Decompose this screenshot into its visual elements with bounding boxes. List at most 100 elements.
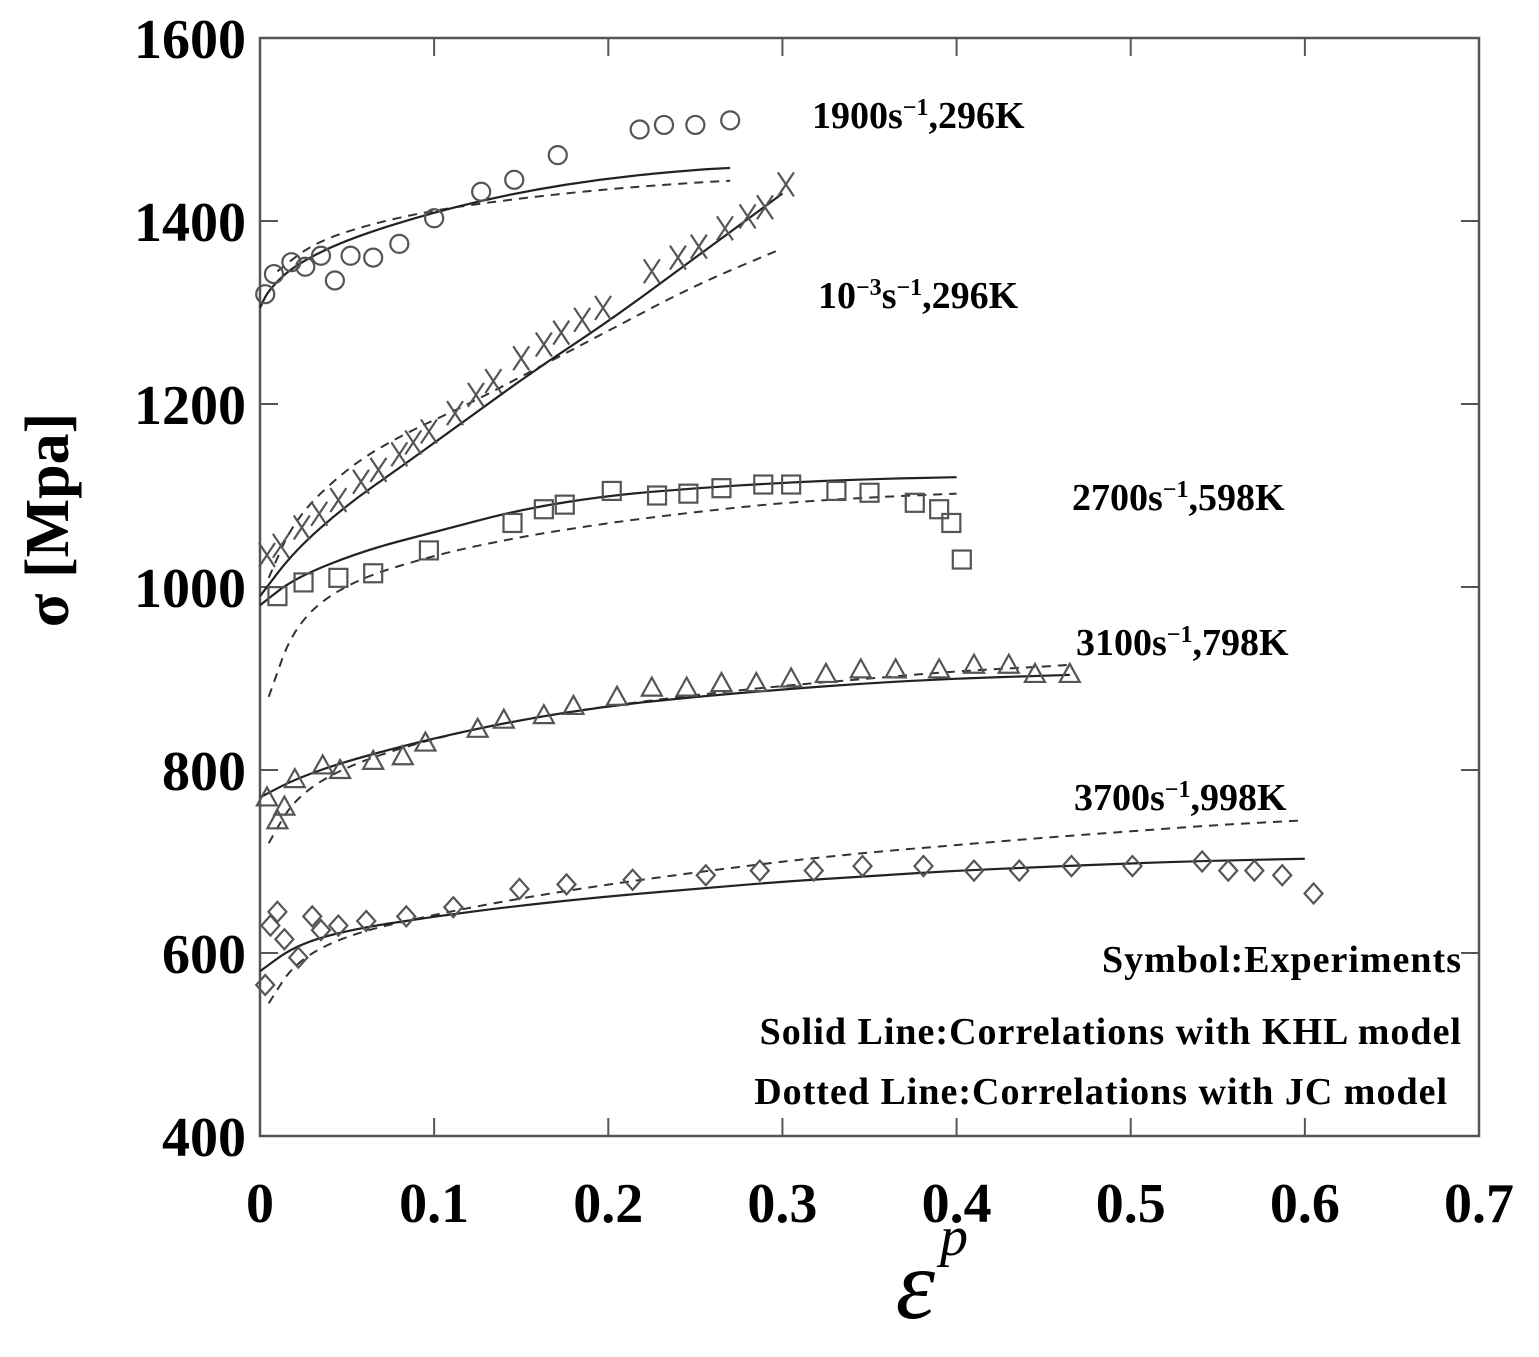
experiment-point-diamond — [355, 909, 377, 933]
experiment-point-cross — [642, 258, 661, 284]
series-3 — [255, 652, 1082, 844]
experiment-point-cross — [404, 429, 423, 456]
experiment-point-diamond — [1271, 863, 1293, 887]
experiment-point-triangle — [605, 684, 629, 706]
experiment-point-circle — [653, 114, 675, 136]
experiment-point-triangle — [255, 785, 279, 807]
x-tick-label: 0.1 — [399, 1173, 469, 1235]
experiment-point-triangle — [328, 757, 352, 780]
experiment-point-triangle — [779, 666, 804, 688]
legend: Symbol:Experiments Solid Line:Correlatio… — [754, 939, 1462, 1113]
experiment-point-diamond — [273, 927, 295, 951]
experiment-point-diamond — [749, 859, 771, 883]
experiment-point-triangle — [272, 794, 297, 816]
series-layer — [254, 110, 1325, 1004]
experiment-point-cross — [534, 331, 553, 358]
series-2 — [259, 474, 972, 698]
experiment-point-diamond — [1191, 849, 1213, 874]
experiment-point-triangle — [848, 657, 873, 679]
experiment-point-diamond — [622, 868, 644, 892]
x-axis-title-superscript: p — [936, 1206, 968, 1268]
x-tick-label: 0 — [246, 1173, 274, 1235]
experiment-point-circle — [281, 252, 302, 273]
khl-fit-line — [259, 857, 1305, 973]
experiment-point-circle — [340, 245, 361, 266]
experiment-point-circle — [629, 119, 650, 140]
experiment-point-triangle — [639, 675, 664, 697]
experiment-point-square — [904, 492, 925, 513]
experiment-point-square — [267, 586, 288, 607]
experiment-point-diamond — [395, 904, 417, 929]
experiment-point-diamond — [266, 900, 288, 924]
experiment-point-diamond — [301, 904, 323, 929]
experiment-point-cross — [352, 469, 370, 495]
x-axis-title-main: ε — [896, 1229, 936, 1340]
experiment-point-square — [711, 478, 732, 499]
experiment-point-diamond — [913, 854, 934, 878]
experiment-point-triangle — [883, 657, 908, 679]
experiment-point-diamond — [1008, 859, 1030, 883]
series-label: 3700s−1,998K — [1074, 777, 1287, 819]
experiment-point-cross — [716, 215, 734, 241]
experiment-point-square — [554, 494, 575, 515]
experiment-point-square — [859, 482, 880, 503]
experiment-point-triangle — [927, 657, 952, 679]
experiment-point-cross — [446, 400, 464, 426]
experiment-point-square — [601, 480, 622, 502]
experiment-point-circle — [363, 247, 384, 268]
experiment-point-cross — [369, 457, 388, 483]
experiment-point-diamond — [1121, 854, 1143, 878]
experiment-point-circle — [295, 256, 316, 277]
x-tick-label: 0.6 — [1270, 1173, 1340, 1235]
experiment-point-circle — [424, 208, 445, 229]
experiment-point-cross — [689, 234, 708, 260]
experiment-point-diamond — [1243, 859, 1265, 883]
series-label: 1900s−1,296K — [812, 95, 1025, 137]
experiment-point-diamond — [1303, 881, 1325, 906]
experiment-point-triangle — [814, 661, 838, 684]
experiment-point-cross — [258, 542, 276, 568]
experiment-point-triangle — [709, 670, 734, 693]
experiment-point-triangle — [531, 702, 556, 725]
experiment-point-cross — [594, 295, 612, 321]
experiment-point-square — [293, 572, 314, 593]
experiment-point-square — [781, 474, 802, 495]
experiment-point-cross — [292, 514, 311, 541]
experiment-point-cross — [390, 441, 409, 467]
experiment-point-circle — [547, 145, 568, 166]
experiment-point-cross — [552, 320, 571, 346]
experiment-point-square — [941, 512, 962, 534]
experiment-point-square — [328, 567, 349, 588]
experiment-point-cross — [420, 418, 438, 445]
experiment-point-circle — [504, 169, 525, 190]
series-label: 2700s−1,598K — [1072, 477, 1285, 519]
experiment-point-circle — [389, 233, 410, 254]
experiment-point-cross — [738, 203, 757, 230]
experiment-point-triangle — [561, 693, 586, 716]
experiment-point-cross — [310, 501, 329, 527]
experiment-point-square — [826, 480, 847, 502]
experiment-point-square — [502, 512, 523, 534]
experiment-point-circle — [471, 181, 492, 202]
experiment-point-cross — [329, 487, 348, 513]
experiment-point-cross — [484, 368, 503, 394]
experiment-point-cross — [467, 382, 485, 408]
experiment-point-square — [678, 483, 699, 504]
khl-fit-line — [259, 192, 784, 597]
khl-fit-line — [259, 166, 731, 309]
experiment-point-triangle — [390, 744, 415, 766]
legend-entry-symbol: Symbol:Experiments — [1102, 939, 1462, 981]
series-4 — [254, 819, 1325, 1004]
experiment-point-diamond — [1217, 859, 1239, 883]
experiment-point-cross — [669, 244, 687, 271]
experiment-point-diamond — [695, 863, 717, 887]
experiment-point-circle — [255, 284, 276, 305]
tick-labels: 0 0.1 0.2 0.3 0.4 0.5 0.6 0.7 400 600 800 1000 1200 1… — [134, 9, 1514, 1235]
y-tick-label: 400 — [162, 1107, 246, 1169]
experiment-point-diamond — [963, 859, 985, 883]
y-tick-label: 800 — [162, 741, 246, 803]
legend-entry-solid: Solid Line:Correlations with KHL model — [760, 1011, 1462, 1053]
experiment-point-diamond — [1061, 854, 1082, 878]
y-axis-title: σ [Mpa] — [14, 413, 82, 628]
experiment-point-cross — [512, 345, 531, 371]
